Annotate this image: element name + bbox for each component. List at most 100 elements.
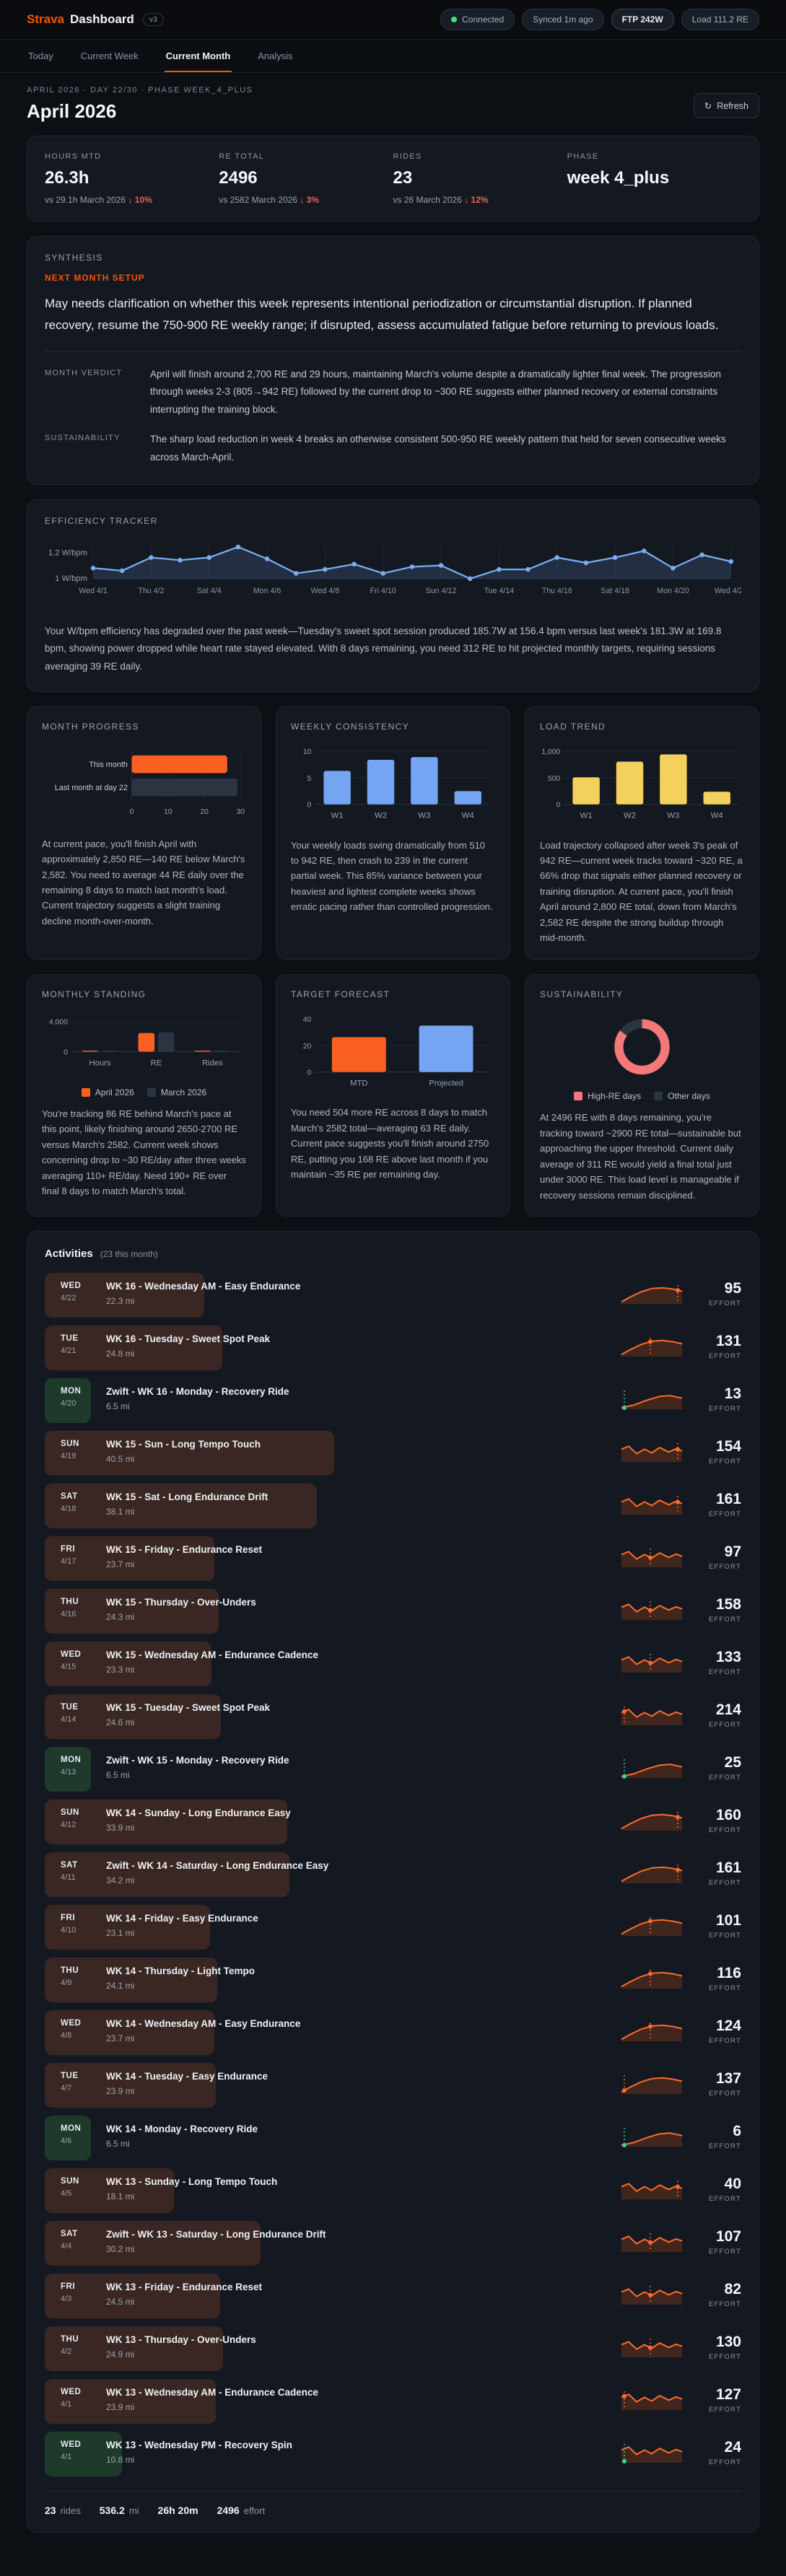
activity-day: SUN 4/12 (61, 1808, 98, 1829)
activity-day-of-week: WED (61, 2019, 82, 2028)
activity-day: THU 4/2 (61, 2335, 98, 2356)
activity-sparkline (621, 2233, 683, 2253)
page-title: April 2026 (27, 100, 117, 122)
activity-row[interactable]: WED 4/15 WK 15 - Wednesday AM - Endurance … (45, 1642, 741, 1687)
activity-sparkline (621, 2444, 683, 2464)
activity-effort: 160 EFFORT (691, 1807, 741, 1834)
svg-text:Sat 4/18: Sat 4/18 (601, 587, 629, 596)
activity-title: WK 14 - Friday - Easy Endurance (106, 1913, 258, 1924)
svg-text:Projected: Projected (429, 1079, 463, 1087)
efficiency-card: EFFICIENCY TRACKER Wed 4/1 Thu 4/2 Sat 4/4… (27, 499, 759, 692)
load-trend-title: LOAD TREND (540, 721, 606, 732)
stat-value: week 4_plus (567, 168, 670, 188)
activity-day: SUN 4/5 (61, 2177, 98, 2198)
activity-title: Zwift - WK 13 - Saturday - Long Enduranc… (106, 2229, 326, 2240)
activity-effort-label: EFFORT (708, 1510, 741, 1519)
tab-analysis[interactable]: Analysis (258, 51, 293, 61)
activity-row[interactable]: MON 4/13 Zwift - WK 15 - Monday - Recovery… (45, 1747, 741, 1792)
activity-row[interactable]: TUE 4/7 WK 14 - Tuesday - Easy Endurance 23… (45, 2063, 741, 2108)
activity-day: MON 4/6 (61, 2124, 98, 2145)
activity-title: WK 15 - Friday - Endurance Reset (106, 1544, 263, 1556)
activity-effort: 95 EFFORT (691, 1280, 741, 1307)
activity-distance-bar (45, 2168, 174, 2214)
activity-row[interactable]: THU 4/2 WK 13 - Thursday - Over-Unders 24.9… (45, 2326, 741, 2372)
activity-row[interactable]: WED 4/1 WK 13 - Wednesday PM - Recovery Sp… (45, 2432, 741, 2477)
activity-row[interactable]: FRI 4/10 WK 14 - Friday - Easy Endurance 23… (45, 1905, 741, 1950)
legend-swatch (654, 1092, 663, 1101)
activity-date: 4/1 (61, 2400, 72, 2409)
svg-text:Mon 4/20: Mon 4/20 (657, 587, 689, 596)
tab-current-week[interactable]: Current Week (80, 51, 139, 61)
activity-row[interactable]: SUN 4/19 WK 15 - Sun - Long Tempo Touch 40.… (45, 1431, 741, 1476)
total-stat: 536.2 mi (100, 2505, 139, 2516)
stat-2: RIDES 23 vs 26 March 2026 ↓ 12% (393, 152, 567, 205)
month-progress-chart: 0 10 20 30 This month Last month at day 22 (55, 751, 245, 816)
legend-swatch (147, 1087, 156, 1097)
activity-row[interactable]: MON 4/20 Zwift - WK 16 - Monday - Recovery… (45, 1378, 741, 1424)
activity-row[interactable]: FRI 4/3 WK 13 - Friday - Endurance Reset 24… (45, 2274, 741, 2319)
legend-item: April 2026 (81, 1087, 134, 1098)
activity-row[interactable]: SAT 4/18 WK 15 - Sat - Long Endurance Drif… (45, 1484, 741, 1529)
stat-delta: ↓ 12% (464, 195, 489, 205)
activities-totals: 23 rides 536.2 mi 26h 20m 2496 effort (45, 2491, 741, 2516)
activity-sparkline (621, 2286, 683, 2305)
activity-row[interactable]: TUE 4/14 WK 15 - Tuesday - Sweet Spot Peak… (45, 1694, 741, 1740)
activity-day-of-week: WED (61, 2440, 82, 2450)
activity-row[interactable]: FRI 4/17 WK 15 - Friday - Endurance Reset 2… (45, 1536, 741, 1582)
tab-bar: Today Current Week Current Month Analysis (0, 39, 786, 73)
activity-row[interactable]: MON 4/6 WK 14 - Monday - Recovery Ride 6.5 … (45, 2116, 741, 2161)
stat-3: PHASE week 4_plus (567, 152, 741, 205)
activity-effort-label: EFFORT (708, 2037, 741, 2046)
activity-date: 4/2 (61, 2347, 72, 2357)
activity-distance: 24.5 mi (106, 2297, 135, 2308)
svg-text:500: 500 (548, 775, 561, 783)
activity-sparkline (621, 1285, 683, 1305)
activity-day: WED 4/8 (61, 2019, 98, 2040)
svg-text:W4: W4 (462, 812, 474, 820)
activity-main: WK 15 - Sat - Long Endurance Drift 38.1 m… (106, 1491, 554, 1517)
activity-row[interactable]: SAT 4/11 Zwift - WK 14 - Saturday - Long E… (45, 1852, 741, 1898)
monthly-standing-chart: 0 4,000 Hours RE Rides (49, 1018, 241, 1067)
activity-effort-value: 214 (715, 1701, 741, 1719)
stat-label: HOURS MTD (45, 152, 102, 161)
activity-day-of-week: WED (61, 1650, 82, 1660)
activity-row[interactable]: WED 4/22 WK 16 - Wednesday AM - Easy Endur… (45, 1273, 741, 1318)
activity-row[interactable]: TUE 4/21 WK 16 - Tuesday - Sweet Spot Peak… (45, 1326, 741, 1371)
connected-dot (451, 17, 458, 22)
activity-day: THU 4/9 (61, 1966, 98, 1987)
activity-main: WK 16 - Wednesday AM - Easy Endurance 22.… (106, 1281, 554, 1306)
activity-distance-bar (45, 2326, 223, 2372)
summary-stats-card: HOURS MTD 26.3h vs 29.1h March 2026 ↓ 10% R… (27, 136, 759, 222)
activity-distance-bar (45, 1694, 221, 1740)
svg-text:20: 20 (200, 808, 209, 816)
activity-row[interactable]: SAT 4/4 Zwift - WK 13 - Saturday - Long En… (45, 2221, 741, 2266)
target-forecast-chart: 0 20 40 MTD Projected (303, 1016, 490, 1087)
activity-title: WK 15 - Wednesday AM - Endurance Cadence (106, 1650, 319, 1661)
activity-effort-value: 130 (715, 2334, 741, 2351)
svg-text:0: 0 (64, 1048, 68, 1056)
activity-effort-label: EFFORT (708, 2406, 741, 2414)
tab-today[interactable]: Today (28, 51, 53, 61)
app-header: Strava Dashboard v3 Connected Synced 1m a… (0, 0, 786, 39)
activity-row[interactable]: SUN 4/12 WK 14 - Sunday - Long Endurance E… (45, 1800, 741, 1845)
load-trend-chart: 0 500 1,000 W1 W2 W3 W4 (541, 748, 739, 820)
activity-row[interactable]: WED 4/1 WK 13 - Wednesday AM - Endurance C… (45, 2379, 741, 2424)
activity-title: Zwift - WK 14 - Saturday - Long Enduranc… (106, 1860, 329, 1872)
activity-row[interactable]: THU 4/16 WK 15 - Thursday - Over-Unders 24.… (45, 1589, 741, 1634)
stat-delta: ↓ 3% (300, 195, 320, 205)
activity-effort-value: 24 (724, 2439, 741, 2456)
total-label: mi (128, 2505, 139, 2517)
activity-date: 4/21 (61, 1346, 77, 1356)
activity-distance: 6.5 mi (106, 2139, 130, 2150)
activity-day: FRI 4/17 (61, 1545, 98, 1566)
activity-row[interactable]: THU 4/9 WK 14 - Thursday - Light Tempo 24.1… (45, 1958, 741, 2003)
refresh-button[interactable]: ↻ Refresh (693, 93, 759, 118)
activity-row[interactable]: WED 4/8 WK 14 - Wednesday AM - Easy Endura… (45, 2010, 741, 2056)
activity-title: WK 14 - Monday - Recovery Ride (106, 2124, 258, 2135)
activity-row[interactable]: SUN 4/5 WK 13 - Sunday - Long Tempo Touch 1… (45, 2168, 741, 2214)
activity-effort-value: 107 (715, 2228, 741, 2246)
status-pill-0: Connected (440, 9, 515, 30)
activity-sparkline (621, 1601, 683, 1621)
tab-current-month[interactable]: Current Month (164, 40, 232, 72)
activity-distance-bar (45, 1642, 211, 1687)
